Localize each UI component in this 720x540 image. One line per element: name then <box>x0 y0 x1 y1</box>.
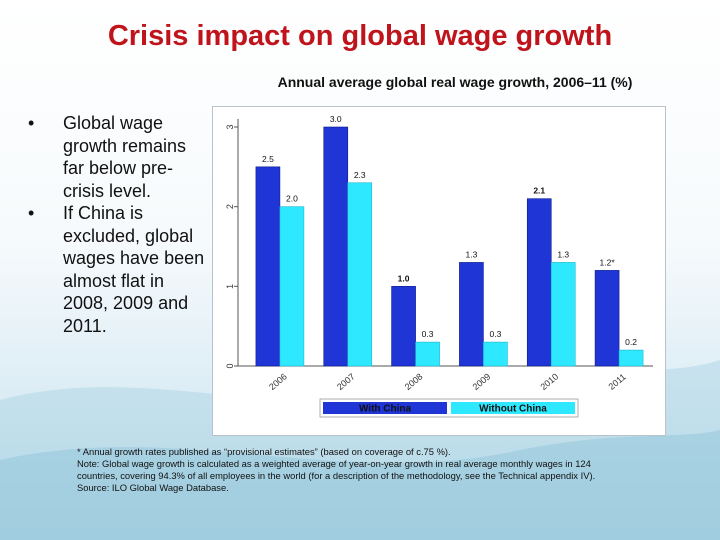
data-label: 2.5 <box>262 154 274 164</box>
legend-label-with-china: With China <box>359 404 412 415</box>
legend-label-without-china: Without China <box>479 404 547 415</box>
bar-chart: 0 1 2 3 2.5 2.0 2006 3.0 2.3 2007 1.0 0.3 2008 1.3 0.3… <box>225 114 653 418</box>
bar-with-china-2007 <box>323 126 349 367</box>
bar-with-china-2008 <box>391 286 416 367</box>
bar-without-china-2010 <box>550 262 576 367</box>
data-label: 0.2 <box>625 337 637 347</box>
data-label: 2.3 <box>354 170 366 180</box>
data-label: 2.1 <box>533 186 545 196</box>
footnote-methodology-1: Note: Global wage growth is calculated a… <box>77 458 591 469</box>
x-tick-label-2010: 2010 <box>538 371 560 392</box>
legend-swatch-without-china <box>451 402 575 414</box>
bar-without-china-2011 <box>618 349 644 367</box>
bar-with-china-2006 <box>255 166 281 367</box>
data-label: 2.0 <box>286 194 298 204</box>
footnotes: * Annual growth rates published as “prov… <box>77 446 707 494</box>
x-tick-label-2007: 2007 <box>335 371 357 392</box>
data-label: 1.3 <box>466 249 478 259</box>
legend-swatch-with-china <box>323 402 447 414</box>
y-tick-label: 2 <box>225 204 235 209</box>
slide-title: Crisis impact on global wage growth <box>107 20 613 52</box>
y-tick-label: 0 <box>225 363 235 368</box>
footnote-source: Source: ILO Global Wage Database. <box>77 482 229 493</box>
bullet-item-china-excluded: If China is excluded, global wages have … <box>28 202 208 337</box>
bullet-item-global-growth: Global wage growth remains far below pre… <box>28 112 208 202</box>
x-tick-label-2006: 2006 <box>267 371 289 392</box>
bar-without-china-2006 <box>279 206 305 367</box>
chart-title: Annual average global real wage growth, … <box>277 74 633 90</box>
x-tick-label-2011: 2011 <box>607 372 628 392</box>
y-tick-label: 3 <box>225 124 235 129</box>
x-tick-label-2009: 2009 <box>471 371 493 392</box>
y-tick-label: 1 <box>225 284 235 289</box>
bar-with-china-2009 <box>459 262 484 367</box>
data-label: 1.0 <box>398 273 410 283</box>
bullet-list: Global wage growth remains far below pre… <box>28 112 208 337</box>
bar-without-china-2009 <box>483 341 508 367</box>
data-label: 1.3 <box>557 249 569 259</box>
footnote-methodology-2: countries, covering 94.3% of all employe… <box>77 470 596 481</box>
x-tick-label-2008: 2008 <box>403 371 425 392</box>
bar-without-china-2007 <box>347 182 373 367</box>
footnote-provisional: * Annual growth rates published as “prov… <box>77 446 451 457</box>
bar-without-china-2008 <box>415 341 440 367</box>
bar-with-china-2011 <box>594 270 620 367</box>
data-label: 0.3 <box>490 329 502 339</box>
data-label: 1.2* <box>600 257 616 267</box>
chart-panel: 0 1 2 3 2.5 2.0 2006 3.0 2.3 2007 1.0 0.3 2008 1.3 0.3… <box>212 106 666 436</box>
data-label: 0.3 <box>422 329 434 339</box>
data-label: 3.0 <box>330 114 342 124</box>
bar-with-china-2010 <box>526 198 552 367</box>
